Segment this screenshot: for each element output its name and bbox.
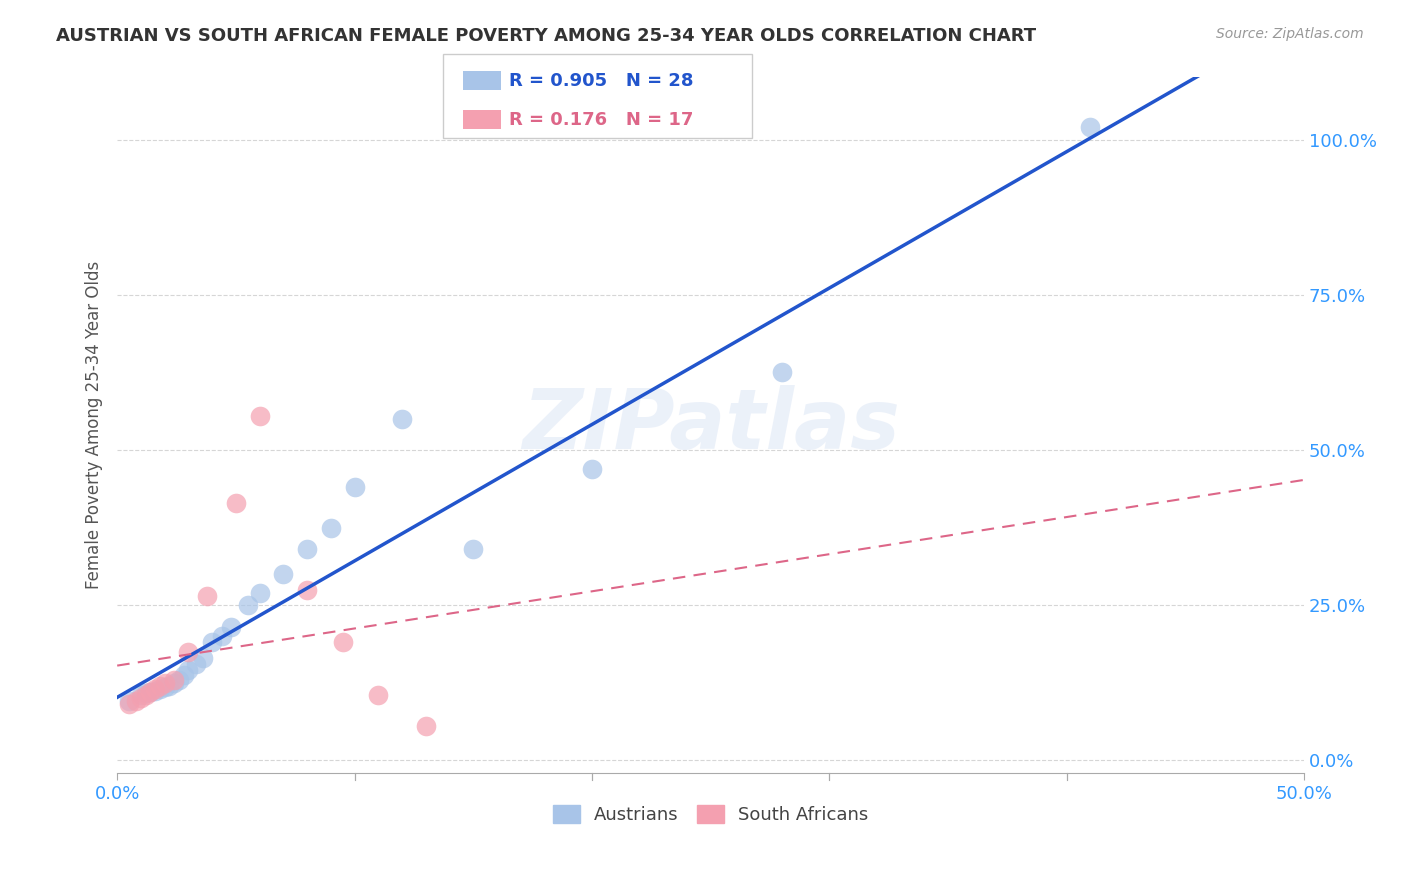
- Point: [177, 645, 200, 659]
- Point: [343, 480, 366, 494]
- Point: [143, 681, 166, 696]
- Point: [157, 679, 180, 693]
- Point: [249, 409, 271, 423]
- Point: [332, 635, 354, 649]
- Text: R = 0.905   N = 28: R = 0.905 N = 28: [509, 71, 693, 89]
- Point: [153, 680, 176, 694]
- Point: [295, 542, 318, 557]
- Point: [367, 688, 389, 702]
- Point: [173, 667, 195, 681]
- Y-axis label: Female Poverty Among 25-34 Year Olds: Female Poverty Among 25-34 Year Olds: [86, 261, 103, 590]
- Point: [236, 598, 259, 612]
- Point: [581, 461, 603, 475]
- Point: [177, 663, 200, 677]
- Point: [149, 679, 172, 693]
- Point: [225, 496, 247, 510]
- Point: [295, 582, 318, 597]
- Point: [129, 688, 152, 702]
- Point: [415, 719, 437, 733]
- Point: [211, 629, 233, 643]
- Text: Source: ZipAtlas.com: Source: ZipAtlas.com: [1216, 27, 1364, 41]
- Point: [167, 673, 190, 687]
- Point: [1080, 120, 1102, 134]
- Point: [391, 412, 413, 426]
- Point: [149, 681, 172, 696]
- Point: [135, 686, 157, 700]
- Point: [143, 683, 166, 698]
- Text: AUSTRIAN VS SOUTH AFRICAN FEMALE POVERTY AMONG 25-34 YEAR OLDS CORRELATION CHART: AUSTRIAN VS SOUTH AFRICAN FEMALE POVERTY…: [56, 27, 1036, 45]
- Point: [249, 585, 271, 599]
- Point: [273, 567, 295, 582]
- Point: [219, 620, 242, 634]
- Point: [184, 657, 207, 672]
- Point: [319, 520, 342, 534]
- Point: [118, 694, 141, 708]
- Point: [118, 698, 141, 712]
- Point: [770, 365, 793, 379]
- Text: ZIPatlas: ZIPatlas: [522, 384, 900, 466]
- Point: [139, 685, 162, 699]
- Point: [139, 685, 162, 699]
- Legend: Austrians, South Africans: Austrians, South Africans: [544, 796, 877, 833]
- Point: [135, 688, 157, 702]
- Point: [153, 675, 176, 690]
- Text: R = 0.176   N = 17: R = 0.176 N = 17: [509, 111, 693, 128]
- Point: [129, 691, 152, 706]
- Point: [197, 589, 219, 603]
- Point: [463, 542, 485, 557]
- Point: [163, 673, 186, 687]
- Point: [125, 694, 148, 708]
- Point: [191, 651, 214, 665]
- Point: [163, 675, 186, 690]
- Point: [201, 635, 224, 649]
